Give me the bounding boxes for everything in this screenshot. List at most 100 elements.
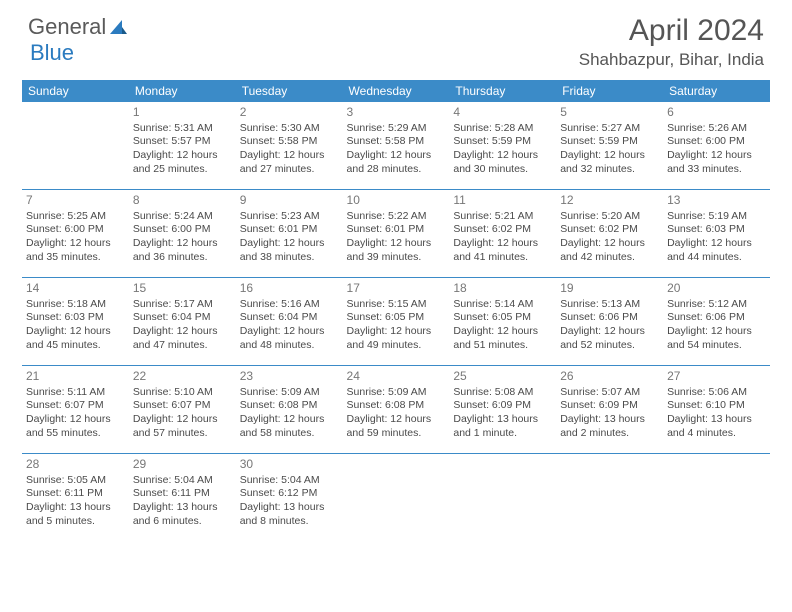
sunset-line: Sunset: 6:08 PM [240,399,339,413]
sunset-line: Sunset: 6:01 PM [347,223,446,237]
sunset-line: Sunset: 5:59 PM [560,135,659,149]
sunrise-line: Sunrise: 5:04 AM [133,474,232,488]
sunrise-line: Sunrise: 5:18 AM [26,298,125,312]
day-number: 30 [240,457,339,473]
sunrise-line: Sunrise: 5:09 AM [240,386,339,400]
day-cell: 4Sunrise: 5:28 AMSunset: 5:59 PMDaylight… [449,102,556,190]
sunrise-line: Sunrise: 5:05 AM [26,474,125,488]
day-number: 1 [133,105,232,121]
day-number: 16 [240,281,339,297]
sunrise-line: Sunrise: 5:13 AM [560,298,659,312]
day-cell: 18Sunrise: 5:14 AMSunset: 6:05 PMDayligh… [449,278,556,366]
sunset-line: Sunset: 6:12 PM [240,487,339,501]
day-number: 2 [240,105,339,121]
daylight-line: Daylight: 12 hours and 42 minutes. [560,237,659,264]
daylight-line: Daylight: 13 hours and 2 minutes. [560,413,659,440]
daylight-line: Daylight: 12 hours and 41 minutes. [453,237,552,264]
sunrise-line: Sunrise: 5:08 AM [453,386,552,400]
sunrise-line: Sunrise: 5:31 AM [133,122,232,136]
day-cell: 7Sunrise: 5:25 AMSunset: 6:00 PMDaylight… [22,190,129,278]
day-header: Sunday [22,80,129,102]
daylight-line: Daylight: 12 hours and 45 minutes. [26,325,125,352]
day-cell: 1Sunrise: 5:31 AMSunset: 5:57 PMDaylight… [129,102,236,190]
sunset-line: Sunset: 6:02 PM [560,223,659,237]
day-number: 26 [560,369,659,385]
day-cell: 3Sunrise: 5:29 AMSunset: 5:58 PMDaylight… [343,102,450,190]
day-number: 6 [667,105,766,121]
sunset-line: Sunset: 6:10 PM [667,399,766,413]
day-number: 11 [453,193,552,209]
sunset-line: Sunset: 6:00 PM [133,223,232,237]
sunset-line: Sunset: 6:06 PM [560,311,659,325]
sunset-line: Sunset: 6:11 PM [133,487,232,501]
sunrise-line: Sunrise: 5:26 AM [667,122,766,136]
daylight-line: Daylight: 12 hours and 25 minutes. [133,149,232,176]
week-row: 7Sunrise: 5:25 AMSunset: 6:00 PMDaylight… [22,190,770,278]
sunrise-line: Sunrise: 5:24 AM [133,210,232,224]
daylight-line: Daylight: 12 hours and 44 minutes. [667,237,766,264]
sunset-line: Sunset: 6:04 PM [240,311,339,325]
day-cell [343,454,450,541]
daylight-line: Daylight: 12 hours and 35 minutes. [26,237,125,264]
sunrise-line: Sunrise: 5:06 AM [667,386,766,400]
sunset-line: Sunset: 6:03 PM [667,223,766,237]
daylight-line: Daylight: 12 hours and 30 minutes. [453,149,552,176]
sunrise-line: Sunrise: 5:09 AM [347,386,446,400]
week-row: 21Sunrise: 5:11 AMSunset: 6:07 PMDayligh… [22,366,770,454]
day-cell: 12Sunrise: 5:20 AMSunset: 6:02 PMDayligh… [556,190,663,278]
daylight-line: Daylight: 12 hours and 55 minutes. [26,413,125,440]
day-cell: 25Sunrise: 5:08 AMSunset: 6:09 PMDayligh… [449,366,556,454]
day-number: 3 [347,105,446,121]
day-header-row: SundayMondayTuesdayWednesdayThursdayFrid… [22,80,770,102]
day-number: 5 [560,105,659,121]
day-header: Monday [129,80,236,102]
day-number: 22 [133,369,232,385]
sunset-line: Sunset: 6:03 PM [26,311,125,325]
day-cell [556,454,663,541]
daylight-line: Daylight: 13 hours and 6 minutes. [133,501,232,528]
sunset-line: Sunset: 5:57 PM [133,135,232,149]
sunset-line: Sunset: 6:09 PM [560,399,659,413]
day-cell: 17Sunrise: 5:15 AMSunset: 6:05 PMDayligh… [343,278,450,366]
daylight-line: Daylight: 13 hours and 4 minutes. [667,413,766,440]
day-number: 7 [26,193,125,209]
day-cell: 26Sunrise: 5:07 AMSunset: 6:09 PMDayligh… [556,366,663,454]
day-number: 21 [26,369,125,385]
day-cell: 5Sunrise: 5:27 AMSunset: 5:59 PMDaylight… [556,102,663,190]
daylight-line: Daylight: 12 hours and 33 minutes. [667,149,766,176]
day-number: 18 [453,281,552,297]
sunrise-line: Sunrise: 5:22 AM [347,210,446,224]
sunset-line: Sunset: 6:07 PM [133,399,232,413]
sunrise-line: Sunrise: 5:04 AM [240,474,339,488]
day-number: 14 [26,281,125,297]
daylight-line: Daylight: 12 hours and 57 minutes. [133,413,232,440]
day-number: 25 [453,369,552,385]
daylight-line: Daylight: 12 hours and 59 minutes. [347,413,446,440]
day-cell: 28Sunrise: 5:05 AMSunset: 6:11 PMDayligh… [22,454,129,541]
day-cell: 19Sunrise: 5:13 AMSunset: 6:06 PMDayligh… [556,278,663,366]
calendar-table: SundayMondayTuesdayWednesdayThursdayFrid… [22,80,770,541]
day-cell: 11Sunrise: 5:21 AMSunset: 6:02 PMDayligh… [449,190,556,278]
daylight-line: Daylight: 13 hours and 8 minutes. [240,501,339,528]
logo-text-2: Blue [30,40,74,66]
day-number: 24 [347,369,446,385]
day-cell: 27Sunrise: 5:06 AMSunset: 6:10 PMDayligh… [663,366,770,454]
logo-sail-icon [108,18,128,36]
daylight-line: Daylight: 12 hours and 36 minutes. [133,237,232,264]
sunrise-line: Sunrise: 5:21 AM [453,210,552,224]
day-header: Friday [556,80,663,102]
day-cell: 22Sunrise: 5:10 AMSunset: 6:07 PMDayligh… [129,366,236,454]
day-number: 13 [667,193,766,209]
week-row: 28Sunrise: 5:05 AMSunset: 6:11 PMDayligh… [22,454,770,541]
day-cell: 13Sunrise: 5:19 AMSunset: 6:03 PMDayligh… [663,190,770,278]
header: General April 2024 Shahbazpur, Bihar, In… [0,0,792,70]
sunrise-line: Sunrise: 5:10 AM [133,386,232,400]
daylight-line: Daylight: 12 hours and 52 minutes. [560,325,659,352]
sunrise-line: Sunrise: 5:14 AM [453,298,552,312]
day-number: 10 [347,193,446,209]
logo-text-1: General [28,14,106,40]
sunset-line: Sunset: 6:07 PM [26,399,125,413]
sunset-line: Sunset: 6:09 PM [453,399,552,413]
sunset-line: Sunset: 6:01 PM [240,223,339,237]
day-cell: 15Sunrise: 5:17 AMSunset: 6:04 PMDayligh… [129,278,236,366]
